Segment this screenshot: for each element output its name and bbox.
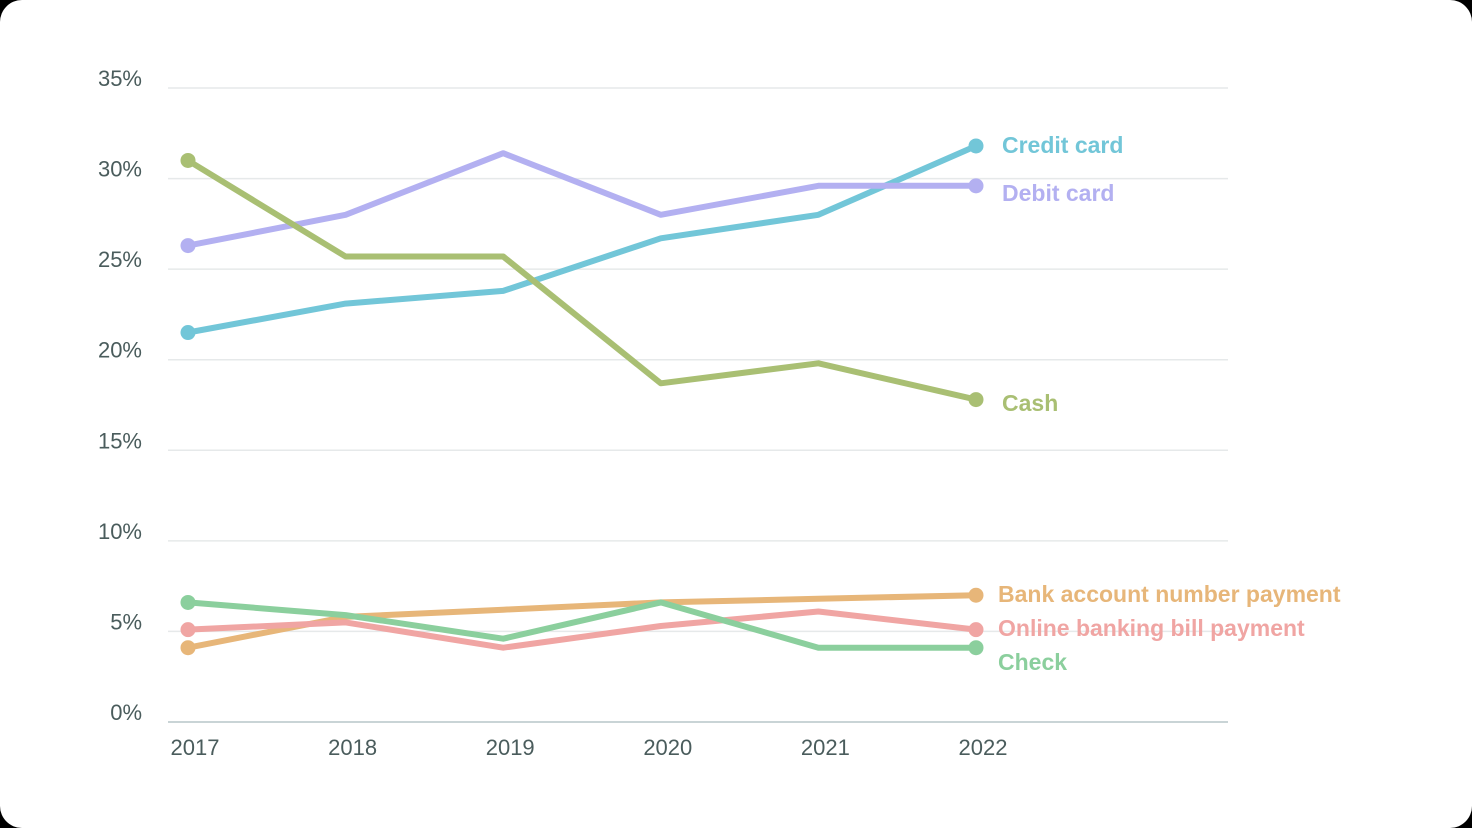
series-label-check: Check bbox=[998, 649, 1067, 675]
x-tick-label: 2022 bbox=[959, 735, 1008, 760]
series-label-online-banking-bill-payment: Online banking bill payment bbox=[998, 615, 1305, 641]
series-point-cash-start bbox=[180, 152, 196, 168]
y-tick-label: 25% bbox=[98, 247, 142, 272]
series-point-bank-account-number-payment-end bbox=[968, 587, 984, 603]
y-tick-label: 35% bbox=[98, 66, 142, 91]
series-label-cash: Cash bbox=[1002, 390, 1058, 416]
y-tick-label: 10% bbox=[98, 519, 142, 544]
series-lines bbox=[180, 138, 984, 656]
series-line-check bbox=[185, 599, 979, 651]
y-tick-label: 20% bbox=[98, 338, 142, 363]
x-tick-label: 2019 bbox=[486, 735, 535, 760]
series-point-debit-card-start bbox=[180, 238, 196, 254]
y-tick-label: 30% bbox=[98, 157, 142, 182]
x-tick-label: 2020 bbox=[643, 735, 692, 760]
series-label-debit-card: Debit card bbox=[1002, 180, 1114, 206]
x-tick-label: 2018 bbox=[328, 735, 377, 760]
series-label-bank-account-number-payment: Bank account number payment bbox=[998, 581, 1341, 607]
series-label-credit-card: Credit card bbox=[1002, 132, 1123, 158]
y-tick-label: 0% bbox=[110, 700, 142, 725]
series-point-online-banking-bill-payment-end bbox=[968, 622, 984, 638]
series-line-online-banking-bill-payment bbox=[185, 608, 979, 651]
series-point-check-end bbox=[968, 640, 984, 656]
y-axis-ticks: 0% 5% 10% 15% 20% 25% 30% 35% bbox=[98, 66, 142, 725]
x-tick-label: 2021 bbox=[801, 735, 850, 760]
series-line-debit-card bbox=[185, 150, 979, 249]
series-labels: Credit card Debit card Cash Bank account nu… bbox=[998, 132, 1341, 675]
series-point-credit-card-end bbox=[968, 138, 984, 154]
series-line-cash bbox=[185, 157, 979, 403]
y-tick-label: 15% bbox=[98, 428, 142, 453]
series-point-bank-account-number-payment-start bbox=[180, 640, 196, 656]
series-point-debit-card-end bbox=[968, 178, 984, 194]
series-point-credit-card-start bbox=[180, 325, 196, 341]
series-line-credit-card bbox=[185, 143, 979, 336]
series-point-check-start bbox=[180, 594, 196, 610]
y-tick-label: 5% bbox=[110, 609, 142, 634]
x-axis-ticks: 2017 2018 2019 2020 2021 2022 bbox=[171, 735, 1008, 760]
x-tick-label: 2017 bbox=[171, 735, 220, 760]
series-point-cash-end bbox=[968, 392, 984, 408]
series-point-online-banking-bill-payment-start bbox=[180, 622, 196, 638]
gridlines bbox=[168, 87, 1228, 723]
